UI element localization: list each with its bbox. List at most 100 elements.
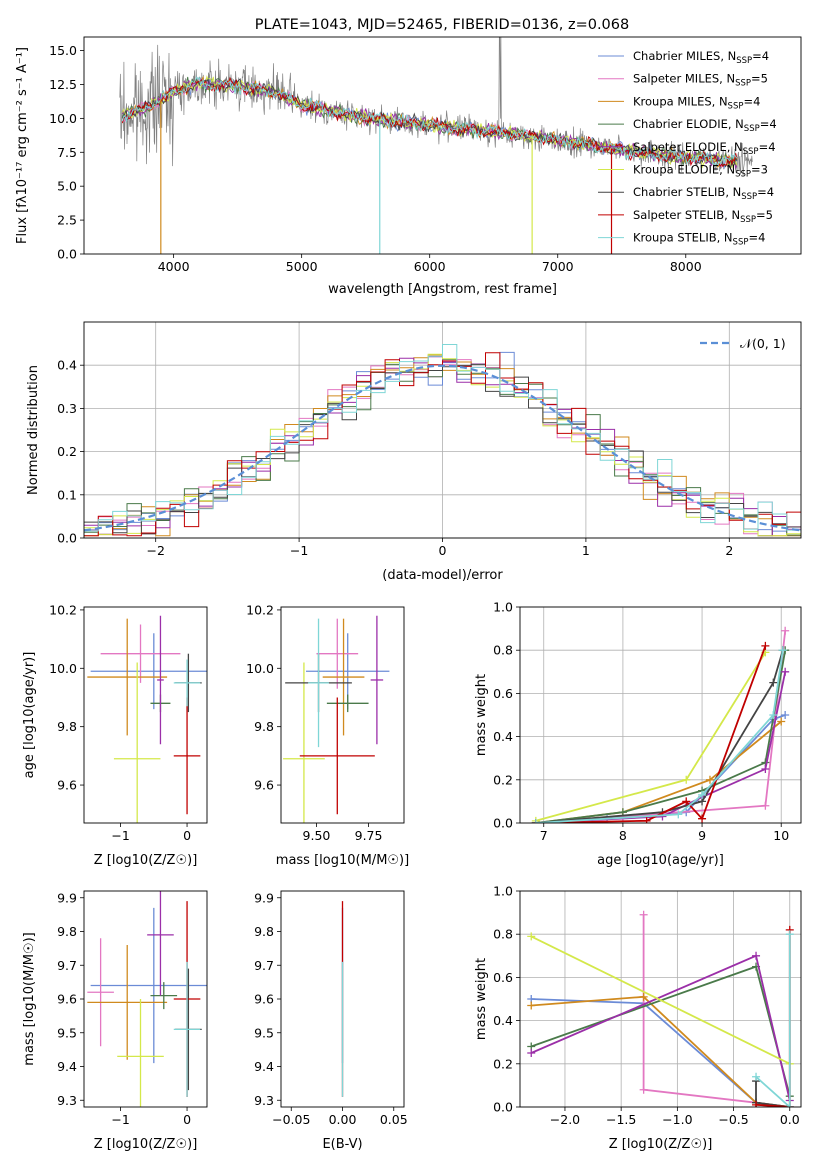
mass-weight-marker (781, 667, 790, 676)
y-tick-label: 9.9 (57, 890, 77, 905)
mass-weight-marker (527, 932, 536, 941)
y-tick-label: 9.5 (57, 1025, 77, 1040)
x-axis-label: age [log10(age/yr)] (597, 853, 724, 868)
y-axis-label: mass [log10(M/M☉)] (22, 932, 37, 1065)
mass-weight-marker (698, 814, 707, 823)
x-tick-label: 4000 (158, 259, 190, 274)
y-tick-label: 2.5 (57, 213, 77, 228)
y-tick-label: 9.4 (254, 1059, 274, 1074)
mass-weight-marker (761, 641, 770, 650)
x-tick-label: 10 (773, 828, 789, 843)
mass-weight-marker (777, 717, 786, 726)
x-tick-label: −1.0 (662, 1112, 692, 1127)
legend-entry: Kroupa MILES, NSSP=4 (633, 94, 760, 111)
axes-frame (519, 890, 802, 1108)
mass-weight-marker (752, 1072, 761, 1081)
y-tick-label: 12.5 (49, 77, 77, 92)
mass-weight-marker (527, 1049, 536, 1057)
y-axis-label: age [log10(age/yr)] (22, 652, 37, 779)
legend-entry: Kroupa STELIB, NSSP=4 (633, 231, 765, 248)
mass-weight-marker (705, 775, 714, 784)
y-tick-label: 10.0 (49, 661, 77, 676)
x-tick-label: 0 (183, 828, 191, 843)
panel-residuals: −2 −1 0 1 2 0.0 0.1 0.2 0.3 0.4 (data-model)/error… (26, 321, 802, 583)
mass-weight-marker (527, 1001, 536, 1010)
y-tick-label: 10.2 (49, 602, 77, 617)
y-tick-label: 9.8 (254, 924, 274, 939)
x-tick-label: 8 (619, 828, 627, 843)
mass-weight-marker (639, 1085, 648, 1094)
mass-weight-marker (531, 819, 540, 823)
x-tick-label: 7 (540, 828, 548, 843)
y-tick-label: 9.3 (254, 1093, 274, 1108)
x-tick-label: −1 (111, 1112, 129, 1127)
x-tick-label: 0.0 (780, 1112, 800, 1127)
y-axis-label: Normed distribution (26, 365, 41, 495)
mass-weight-marker (698, 790, 707, 799)
mass-weight-line-5 (530, 935, 791, 1065)
axes-frame (83, 606, 208, 824)
y-tick-label: 0.8 (493, 927, 513, 942)
plot-area-age_vs_mass (283, 615, 390, 823)
y-tick-label: 0.0 (493, 1100, 513, 1115)
mass-weight-marker (682, 775, 691, 784)
y-tick-label: 0.3 (57, 401, 77, 416)
y-tick-label: 9.5 (254, 1025, 274, 1040)
axes-frame (83, 36, 802, 255)
y-tick-label: 10.0 (246, 661, 274, 676)
x-axis-label: Z [log10(Z/Z☉)] (609, 1137, 713, 1152)
panel-age_vs_mass: 9.50 9.75 9.6 9.8 10.0 10.2 mass [log10(M/M☉)] (246, 602, 409, 868)
legend-entry: Kroupa ELODIE, NSSP=3 (633, 163, 768, 180)
x-tick-label: 0.05 (380, 1112, 408, 1127)
axes-frame (280, 606, 405, 824)
mass-weight-marker (781, 626, 790, 635)
y-tick-label: 0.4 (57, 358, 77, 373)
x-tick-label: −0.5 (718, 1112, 748, 1127)
axes-frame (280, 890, 405, 1108)
residual-histogram-8 (84, 344, 801, 532)
y-tick-label: 0.6 (493, 686, 513, 701)
y-tick-label: 9.8 (57, 924, 77, 939)
mass-weight-line-8 (755, 934, 791, 1107)
y-tick-label: 9.6 (57, 992, 77, 1007)
mass-weight-marker (785, 1103, 794, 1107)
y-tick-label: 0.4 (493, 1013, 513, 1028)
y-tick-label: 9.9 (254, 890, 274, 905)
plot-area-weight_vs_Z (527, 910, 794, 1107)
legend-entry: Chabrier STELIB, NSSP=4 (633, 185, 774, 202)
y-tick-label: 1.0 (493, 884, 513, 899)
y-tick-label: 0.0 (57, 247, 77, 262)
plot-area-weight_vs_age (531, 626, 790, 823)
legend-entry: Salpeter ELODIE, NSSP=4 (633, 140, 776, 157)
mass-weight-marker (682, 797, 691, 806)
x-tick-label: 0 (183, 1112, 191, 1127)
x-tick-label: 7000 (542, 259, 574, 274)
figure-title: PLATE=1043, MJD=52465, FIBERID=0136, z=0… (255, 17, 629, 33)
y-tick-label: 9.8 (254, 719, 274, 734)
mass-weight-marker (674, 810, 683, 819)
x-tick-label: 9 (698, 828, 706, 843)
x-tick-label: −1 (290, 543, 308, 558)
y-tick-label: 9.6 (57, 778, 77, 793)
legend: 𝒩(0, 1) (700, 336, 786, 351)
mass-weight-marker (781, 711, 790, 719)
mass-weight-marker (761, 765, 770, 773)
x-axis-label: Z [log10(Z/Z☉)] (94, 1137, 198, 1152)
legend-entry: Salpeter STELIB, NSSP=5 (633, 208, 773, 225)
mass-weight-marker (639, 992, 648, 1001)
x-tick-label: 9.75 (355, 828, 383, 843)
y-tick-label: 0.2 (493, 772, 513, 787)
mass-weight-marker (752, 951, 761, 960)
legend-entry: Chabrier MILES, NSSP=4 (633, 49, 769, 66)
panel-mass_vs_EBV: −0.05 0.00 0.05 9.3 9.4 9.5 9.6 9.7 9.8 9.9 E(B-V) (254, 890, 408, 1152)
model-spectrum-6 (122, 78, 738, 169)
model-spectrum-8 (121, 75, 738, 167)
panel-spectrum: 4000 5000 6000 7000 8000 0.0 2.5 5.0 7.5 10.0 12.5… (15, 36, 802, 297)
x-tick-label: 0 (439, 543, 447, 558)
panel-weight_vs_age: 7 8 9 10 0.0 0.2 0.4 0.6 0.8 1.0 age [log10(age/yr… (474, 600, 802, 868)
y-tick-label: 0.6 (493, 970, 513, 985)
x-axis-label: Z [log10(Z/Z☉)] (94, 853, 198, 868)
x-tick-label: 0.00 (329, 1112, 357, 1127)
gaussian-reference-curve (84, 364, 801, 532)
